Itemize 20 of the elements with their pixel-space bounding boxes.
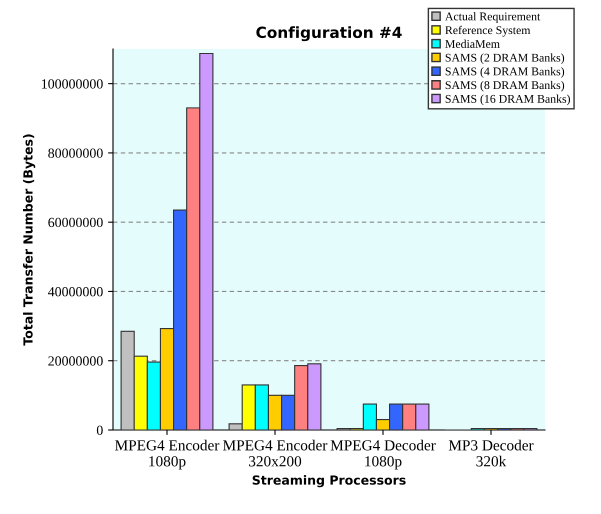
x-tick-label: MPEG4 Encoder 320x200 [223,440,328,466]
x-axis-title: Streaming Processors [252,475,406,488]
chart-title: Configuration #4 [256,26,402,42]
legend-label: MediaMem [445,40,500,48]
y-tick-label: 80000000 [48,148,103,158]
legend-label: SAMS (4 DRAM Banks) [446,67,564,78]
x-tick-label: MPEG4 Encoder 1080p [115,440,220,470]
y-tick-label: 40000000 [48,287,103,296]
x-tick-label: MP3 Decoder 320k [448,440,534,466]
y-tick-label: 100000000 [42,79,103,89]
y-axis-title: Total Transfer Number (Bytes) [23,134,36,346]
legend-label: Actual Requirement [445,12,540,23]
y-tick-label: 20000000 [48,356,103,366]
y-tick-label: 60000000 [48,218,103,228]
y-tick-label: 0 [96,426,103,435]
x-tick-label: MPEG4 Decoder 1080p [330,440,436,470]
legend-label: SAMS (16 DRAM Banks) [446,94,570,106]
legend-label: SAMS (8 DRAM Banks) [446,80,564,92]
legend-label: Reference System [445,26,530,37]
legend-label: SAMS (2 DRAM Banks) [446,53,564,64]
